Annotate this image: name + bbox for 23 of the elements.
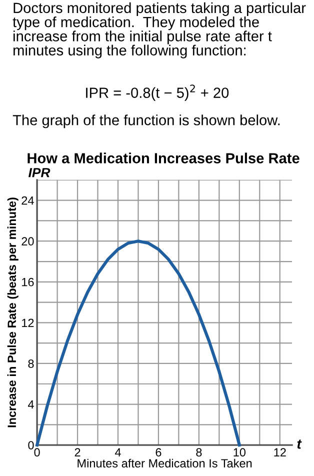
text: Doctors monitored patients taking a particular type of medication. They modeled the increase from the initial pulse rate after t minutes using the following function:	[12, 2, 306, 58]
line-series	[36, 240, 241, 447]
y-tick-label: 0	[28, 441, 34, 450]
y-axis-title: Increase in Pulse Rate (beats per minute)	[7, 198, 18, 428]
x-tick-label: 8	[196, 448, 202, 457]
x-tick-label: 2	[74, 448, 80, 456]
x-tick-label: 0	[34, 448, 40, 457]
text: t	[297, 440, 302, 449]
y-tick-label: 24	[22, 196, 34, 205]
x-axis-title: Minutes after Medication Is Taken	[78, 458, 252, 468]
text: IPR = -0.8(t − 5)$^{2}$ + 20	[86, 84, 229, 101]
x-tick-label: 6	[156, 448, 162, 457]
y-tick-label: 20	[22, 237, 34, 246]
y-tick-label: 12	[22, 318, 34, 327]
y-tick-label: 16	[22, 278, 34, 286]
text: The graph of the function is shown below.	[12, 114, 280, 128]
y-tick-label: 8	[28, 360, 34, 368]
text: IPR	[28, 168, 50, 178]
chart-title: How a Medication Increases Pulse Rate	[28, 152, 300, 164]
x-tick-label: 4	[114, 448, 121, 456]
y-tick-label: 4	[28, 400, 34, 409]
x-tick-label: 10	[234, 448, 246, 457]
x-tick-label: 12	[274, 448, 286, 456]
